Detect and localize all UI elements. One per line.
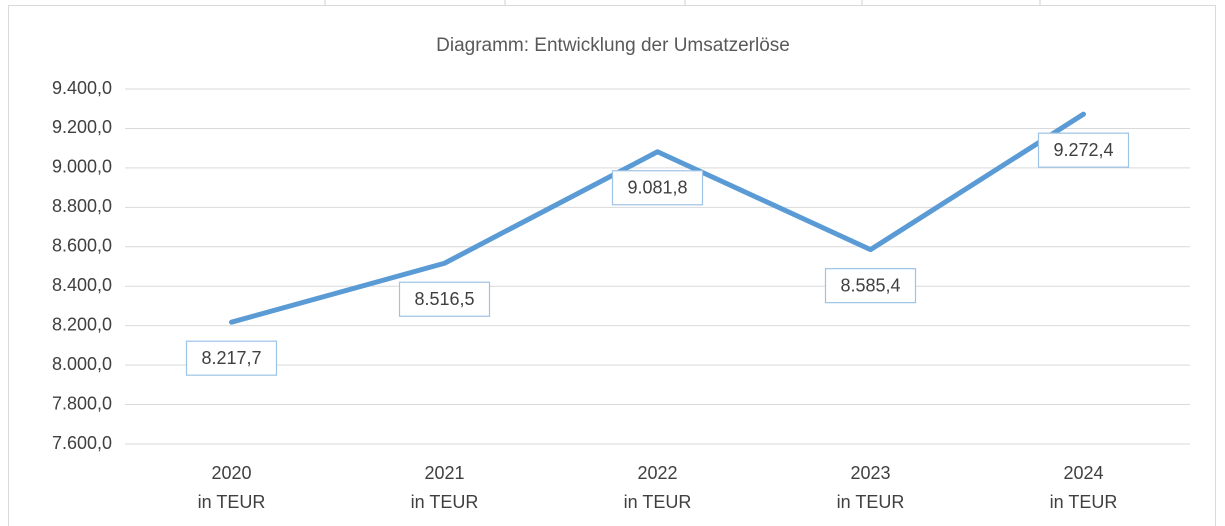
data-label-box <box>398 281 491 317</box>
data-label: 9.272,4 <box>1053 140 1113 160</box>
chart-title: Diagramm: Entwicklung der Umsatzerlöse <box>436 35 790 56</box>
data-label: 8.516,5 <box>414 289 474 309</box>
x-tick-label: 2024 in TEUR <box>1049 463 1118 512</box>
data-label-box <box>611 170 704 206</box>
line <box>229 111 1086 325</box>
x-tick-label: 2023 in TEUR <box>836 463 905 512</box>
y-tick-label: 8.200,0 <box>52 314 112 334</box>
x-tick-label: 2020 in TEUR <box>197 463 266 512</box>
y-tick-label: 7.800,0 <box>52 393 112 413</box>
data-label: 9.081,8 <box>627 178 687 198</box>
y-tick-label: 9.200,0 <box>52 117 112 137</box>
data-label-box <box>824 268 917 304</box>
y-tick-label: 8.400,0 <box>52 275 112 295</box>
chart-border <box>8 5 1216 526</box>
x-tick-label: 2022 in TEUR <box>623 463 692 512</box>
y-tick-label: 9.000,0 <box>52 157 112 177</box>
data-label-box <box>1037 132 1130 168</box>
x-tick-label: 2021 in TEUR <box>410 463 479 512</box>
data-label: 8.217,7 <box>201 348 261 368</box>
y-tick-label: 8.800,0 <box>52 196 112 216</box>
y-tick-label: 9.400,0 <box>52 78 112 98</box>
data-label: 8.585,4 <box>840 275 900 295</box>
y-tick-label: 8.600,0 <box>52 236 112 256</box>
data-label-box <box>185 340 278 376</box>
y-tick-label: 8.000,0 <box>52 354 112 374</box>
y-tick-label: 7.600,0 <box>52 433 112 453</box>
